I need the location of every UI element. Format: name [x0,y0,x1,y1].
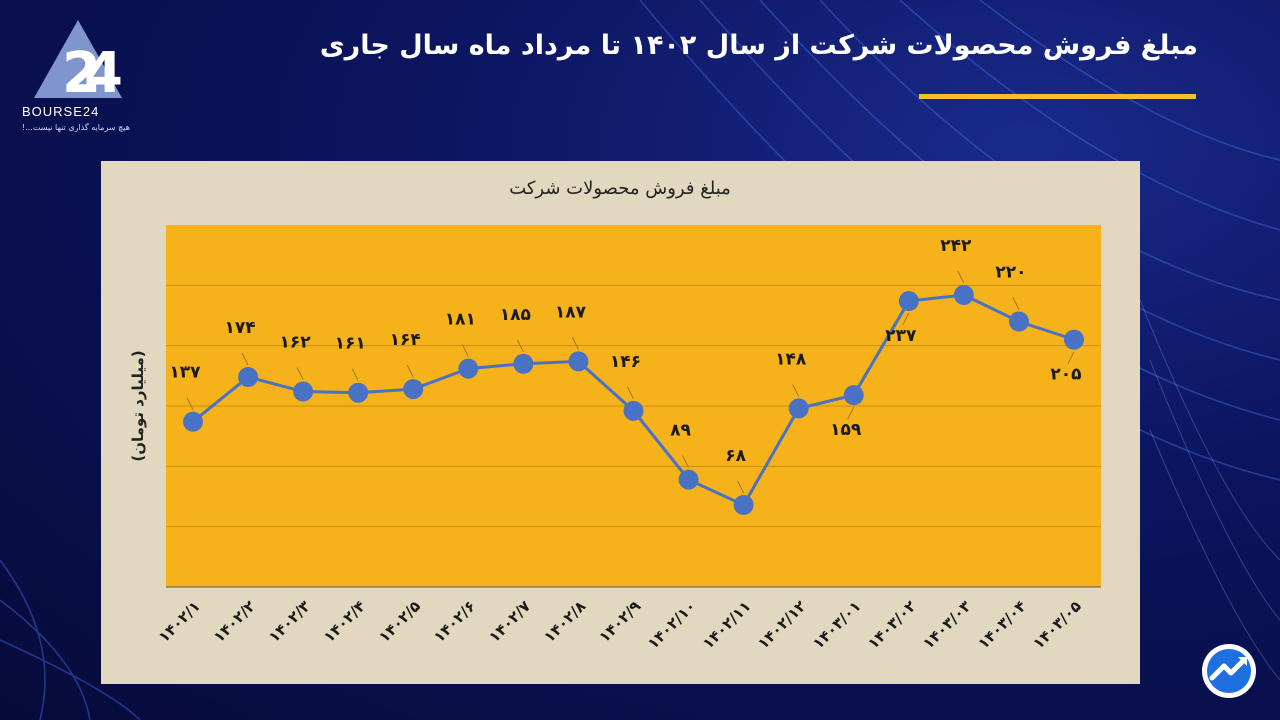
data-point [403,379,424,400]
chart-title: مبلغ فروش محصولات شرکت [509,178,731,199]
data-label-leader [627,386,634,400]
data-point [458,358,479,379]
data-point [733,494,754,515]
data-point [898,291,919,312]
data-label-leader [572,337,579,350]
data-point [183,411,203,432]
data-label: ۱۳۷ [169,363,201,383]
x-tick-label: ۱۴۰۲/۱۲ [754,597,809,652]
x-tick-label: ۱۴۰۲/۱۱ [699,597,754,652]
data-label-leader [847,406,855,420]
data-label-leader [902,312,910,326]
x-tick-label: ۱۴۰۳/۰۳ [919,597,974,652]
data-point [238,367,259,388]
data-label: ۱۶۴ [390,330,421,350]
x-tick-label: ۱۴۰۳/۰۱ [809,597,864,652]
data-point [843,385,864,406]
x-tick-label: ۱۴۰۳/۰۲ [864,597,919,652]
title-underline [919,94,1196,99]
data-point [348,382,369,403]
data-label-layer: ۱۳۷ ۱۷۴ ۱۶۲ ۱۶۱ ۱۶۴ ۱۸۱ ۱۸۵ ۱۸۷ ۱۴۶ ۸۹ ۶۸ ۱۴۸ ۱۵۹ ۲۳۷… [169,236,1082,494]
data-label-leader [406,364,414,378]
logo-wordmark: BOURSE24 [22,104,100,119]
data-point [678,469,699,490]
data-label: ۱۴۸ [775,349,807,369]
data-label-leader [241,352,249,366]
x-tick-label: ۱۴۰۲/۶ [430,597,479,646]
data-label: ۱۶۱ [335,334,366,354]
data-label-leader [1012,297,1020,310]
svg-text:2: 2 [62,41,101,106]
data-point [788,398,809,419]
data-label: ۶۸ [725,446,746,466]
data-label: ۱۸۷ [555,302,587,322]
data-label-leader [186,397,194,410]
data-label: ۸۹ [670,421,691,441]
bourse24-logo-icon: 2 4 [34,20,123,106]
data-label: ۲۲۰ [995,263,1026,283]
data-label: ۲۰۵ [1050,365,1081,385]
x-tick-label: ۱۴۰۲/۷ [485,597,534,646]
x-tick-label: ۱۴۰۲/۳ [265,597,314,646]
x-tick-label: ۱۴۰۳/۰۵ [1029,597,1084,652]
data-label-leader [1067,351,1075,364]
trend-arrow-icon [1202,644,1256,698]
data-label-leader [682,455,689,468]
x-tick-label: ۱۴۰۲/۵ [375,597,424,646]
data-label: ۱۸۱ [445,310,476,330]
data-label: ۱۴۶ [610,352,641,372]
x-tick-label: ۱۴۰۲/۸ [540,597,589,646]
x-tick-label: ۱۴۰۲/۲ [210,597,259,646]
data-label-leader [957,270,965,284]
data-label: ۱۵۹ [830,420,862,440]
data-label-leader [792,384,800,397]
x-tick-layer: ۱۴۰۲/۱ ۱۴۰۲/۲ ۱۴۰۲/۳ ۱۴۰۲/۴ ۱۴۰۲/۵ ۱۴۰۲/۶ ۱۴۰۲… [155,597,1085,652]
data-label-leader [351,368,359,381]
page-title: مبلغ فروش محصولات شرکت از سال ۱۴۰۲ تا مر… [319,30,1198,61]
y-axis-label: (میلیارد تومان) [129,350,147,461]
x-tick-label: ۱۴۰۳/۰۴ [974,597,1029,652]
data-point [953,284,974,305]
data-label: ۲۳۷ [885,326,917,346]
data-label-leader [737,480,744,494]
data-label: ۱۶۲ [280,333,312,353]
data-label-leader [517,339,524,352]
data-point [568,351,589,372]
data-point [1064,329,1084,350]
svg-text:4: 4 [84,41,123,106]
x-tick-label: ۱۴۰۲/۱ [155,597,204,646]
data-label-leader [461,344,469,357]
x-tick-label: ۱۴۰۲/۴ [320,597,369,646]
logo-tagline: هیچ سرمایه گذاری تنها نیست...! [22,123,130,132]
chart-panel: مبلغ فروش محصولات شرکت (میلیارد تومان) ۱… [101,161,1140,684]
sales-line-chart: مبلغ فروش محصولات شرکت (میلیارد تومان) ۱… [129,178,1101,653]
data-point [293,381,314,402]
data-label-leader [296,367,304,380]
data-point [513,353,534,374]
data-point [1008,311,1029,332]
data-label: ۲۴۲ [940,236,972,256]
x-tick-label: ۱۴۰۲/۹ [595,597,644,646]
data-point [623,400,644,421]
data-label: ۱۸۵ [500,305,531,325]
series-layer [183,284,1084,515]
data-label: ۱۷۴ [224,318,255,338]
x-tick-label: ۱۴۰۲/۱۰ [644,597,699,652]
